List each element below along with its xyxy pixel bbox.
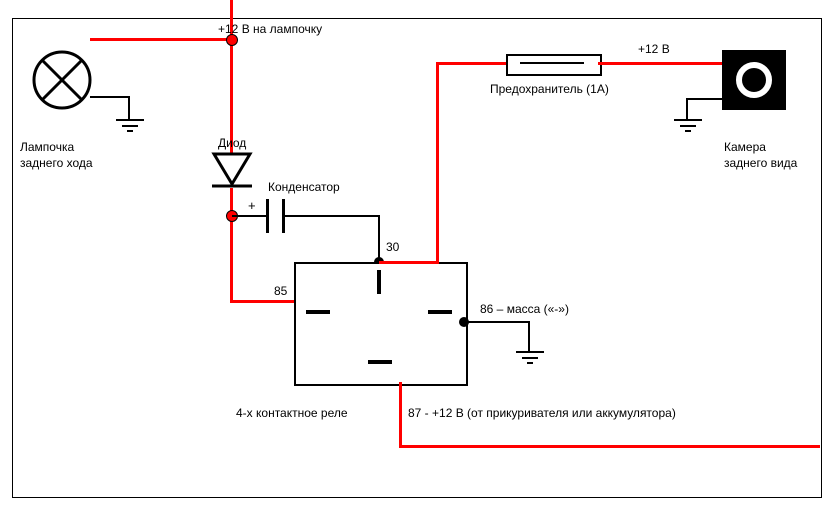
camera-icon [722,50,786,110]
wire-86-h [464,321,530,323]
node-86 [459,317,469,327]
wire-cam-gnd-h [686,98,722,100]
relay-body [294,262,468,386]
pin86: 86 – масса («-») [480,302,569,316]
fuse-inner [520,62,584,64]
relay-ground-icon [514,350,546,364]
wire-87-v [399,382,402,448]
wire-cap-right [285,215,379,217]
fuse-outer [506,54,602,76]
wire-86-v [528,321,530,351]
camera-title: Камера [724,140,766,154]
camera-sub: заднего вида [724,156,797,170]
twelve-label: +12 В [638,42,670,56]
pin30: 30 [386,240,399,254]
cap-plate-1 [266,199,269,233]
wire-cap-down [378,215,380,262]
wire-lamp-top [90,38,232,41]
wire-fuse-cam [598,62,722,65]
wire-87-h [399,445,820,448]
diagram-frame [12,18,822,498]
wire-to-85 [230,300,294,303]
relay-pin-86 [428,310,452,314]
pin87: 87 - +12 В (от прикуривателя или аккумул… [408,406,676,420]
relay-caption: 4-х контактное реле [236,406,348,420]
capacitor-label: Конденсатор [268,180,340,194]
wire-cam-gnd-v [686,98,688,120]
wire-cap-left [232,215,266,217]
relay-pin-85 [306,310,330,314]
camera-ground-icon [672,118,704,132]
wire-diode-down [230,188,233,303]
lamp-title: Лампочка [20,140,74,154]
pin85: 85 [274,284,287,298]
node-top [226,34,238,46]
wire-to-fuse [436,62,506,65]
lamp-sub: заднего хода [20,156,93,170]
wire-lamp-gnd-h [90,96,130,98]
relay-pin-30 [377,270,381,294]
diode-label: Диод [218,136,246,150]
wire-30-up [436,62,439,264]
lamp-icon [28,46,96,114]
cap-plus: + [248,198,256,213]
wire-30-to-node [379,261,439,264]
relay-pin-87 [368,360,392,364]
fuse-label: Предохранитель (1А) [490,82,609,96]
wire-lamp-gnd-v [128,96,130,120]
lamp-ground-icon [114,118,146,132]
